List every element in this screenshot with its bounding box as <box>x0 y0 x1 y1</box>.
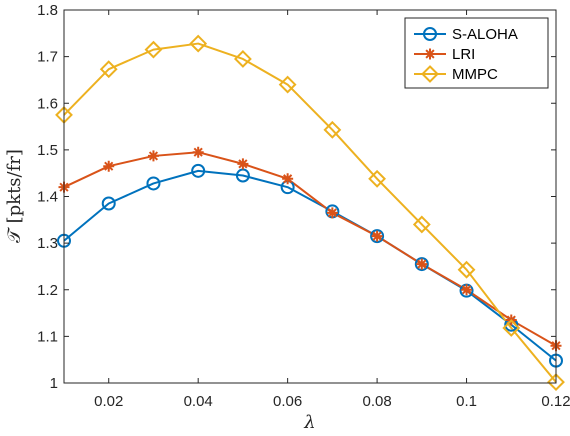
y-tick-label: 1.5 <box>37 142 58 159</box>
data-point-lri <box>416 258 428 270</box>
legend-marker-lri <box>424 48 436 60</box>
x-tick-label: 0.04 <box>184 393 213 410</box>
data-point-s-aloha <box>370 229 385 244</box>
y-tick-label: 1.7 <box>37 49 58 66</box>
series-line-s-aloha <box>63 169 557 362</box>
data-point-lri <box>103 160 115 172</box>
y-tick-label: 1.6 <box>37 95 58 112</box>
x-axis-label: λ <box>303 412 315 433</box>
x-tick-label: 0.08 <box>362 393 391 410</box>
data-point-s-aloha <box>414 257 429 272</box>
legend-label-s-aloha: S-ALOHA <box>452 26 518 43</box>
data-point-mmpc <box>368 169 387 188</box>
legend-marker-s-aloha <box>423 27 437 41</box>
data-point-lri <box>461 284 473 296</box>
data-point-mmpc <box>233 50 252 68</box>
data-point-s-aloha <box>191 163 206 178</box>
legend-marker-mmpc <box>421 65 439 83</box>
data-point-lri <box>192 146 204 158</box>
legend-label-lri: LRI <box>452 46 475 63</box>
data-point-lri <box>282 173 294 185</box>
y-tick-label: 1.4 <box>37 189 58 206</box>
series-lines <box>63 42 557 383</box>
data-point-lri <box>237 158 249 170</box>
y-tick-label: 1.8 <box>37 2 58 19</box>
x-axis-ticks: 0.02 0.04 0.06 0.08 0.1 0.12 <box>94 10 570 410</box>
y-tick-label: 1.1 <box>37 328 58 345</box>
data-point-mmpc <box>278 75 297 94</box>
data-point-mmpc <box>99 60 118 79</box>
data-point-s-aloha <box>101 196 116 211</box>
legend-label-mmpc: MMPC <box>452 66 498 83</box>
data-point-s-aloha <box>235 168 250 183</box>
legend: S-ALOHA LRI MMPC <box>404 17 549 89</box>
data-point-lri <box>147 150 159 162</box>
data-point-mmpc <box>144 40 163 59</box>
data-point-mmpc <box>189 34 208 53</box>
y-axis-label: 𝒯 [pkts/fr] <box>4 149 25 243</box>
series-line-lri <box>63 151 557 347</box>
y-axis-ticks: 1 1.1 1.2 1.3 1.4 1.5 1.6 1.7 1.8 <box>37 2 556 392</box>
y-tick-label: 1 <box>50 375 58 392</box>
y-tick-label: 1.2 <box>37 282 58 299</box>
data-point-mmpc <box>547 373 565 391</box>
data-point-lri <box>371 230 383 242</box>
y-tick-label: 1.3 <box>37 235 58 252</box>
x-tick-label: 0.1 <box>456 393 477 410</box>
data-point-mmpc <box>457 260 476 279</box>
data-point-mmpc <box>502 319 521 337</box>
series-line-mmpc <box>63 42 557 383</box>
x-tick-label: 0.06 <box>273 393 302 410</box>
data-point-lri <box>326 207 338 219</box>
data-point-s-aloha <box>146 176 161 191</box>
data-point-mmpc <box>323 120 342 139</box>
x-tick-label: 0.12 <box>541 393 570 410</box>
x-tick-label: 0.02 <box>94 393 123 410</box>
data-point-mmpc <box>412 215 431 234</box>
